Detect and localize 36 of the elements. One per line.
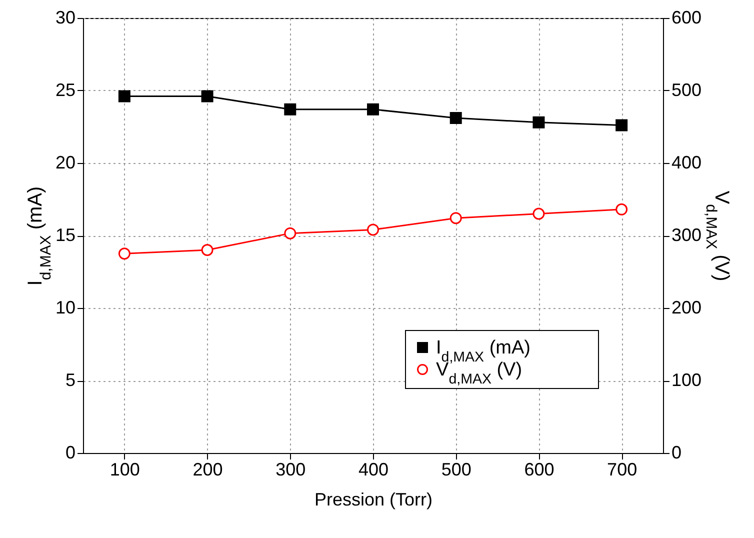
- y-tick-label: 25: [55, 80, 76, 100]
- point: [201, 244, 214, 256]
- point: [616, 119, 628, 132]
- x-axis-title: Pression (Torr): [314, 490, 433, 510]
- point: [284, 227, 296, 240]
- x-tick-label: 400: [358, 460, 389, 480]
- y-tick-label: 5: [65, 370, 76, 390]
- x-tick-label: 100: [110, 460, 140, 480]
- y2-tick-label: 200: [672, 298, 702, 318]
- x-tick-label: 200: [192, 460, 223, 480]
- y-tick-label: 15: [55, 225, 76, 245]
- point: [201, 90, 214, 102]
- point: [118, 90, 130, 102]
- point: [118, 248, 130, 260]
- y-tick-label: 30: [55, 8, 76, 28]
- point: [367, 224, 379, 236]
- y2-tick-label: 500: [672, 80, 702, 100]
- y-tick-label: 20: [55, 152, 76, 172]
- y-tick-label: 10: [55, 298, 76, 318]
- x-tick-label: 500: [441, 460, 472, 480]
- point: [450, 212, 462, 224]
- y2-tick-label: 600: [672, 8, 702, 28]
- point: [532, 208, 545, 220]
- point: [532, 116, 545, 128]
- y2-tick-label: 300: [672, 225, 702, 245]
- x-tick-label: 300: [276, 460, 306, 480]
- y-tick-label: 0: [65, 442, 76, 462]
- point: [616, 203, 628, 216]
- point: [284, 103, 296, 116]
- y2-tick-label: 100: [672, 370, 702, 390]
- y2-tick-label: 400: [672, 152, 702, 172]
- x-tick-label: 600: [524, 460, 554, 480]
- point: [450, 112, 462, 124]
- x-tick-label: 700: [607, 460, 638, 480]
- point: [367, 103, 379, 116]
- y2-tick-label: 0: [672, 442, 682, 462]
